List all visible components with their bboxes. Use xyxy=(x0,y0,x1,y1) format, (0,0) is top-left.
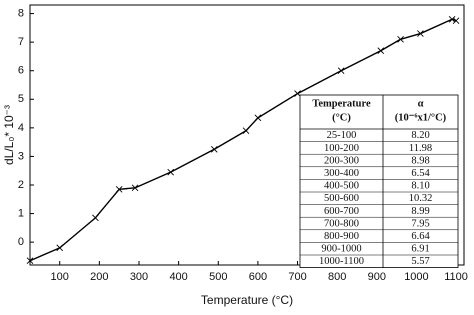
table-cell: 100-200 xyxy=(324,143,359,154)
table-cell: 25-100 xyxy=(327,130,357,141)
data-point xyxy=(167,168,175,176)
table-header: (10⁻⁶x1/°C) xyxy=(395,112,447,123)
table-cell: 8.99 xyxy=(411,206,429,217)
table-cell: 8.10 xyxy=(411,181,429,192)
table-header: α xyxy=(418,98,424,109)
table-cell: 8.98 xyxy=(411,155,429,166)
table-frame xyxy=(299,94,459,269)
table-cell: 8.20 xyxy=(411,130,429,141)
x-tick-label: 800 xyxy=(328,271,346,283)
y-tick-label: 5 xyxy=(18,93,24,105)
x-tick-label: 400 xyxy=(169,271,187,283)
data-point xyxy=(56,244,64,252)
data-point xyxy=(242,127,250,135)
x-tick-label: 900 xyxy=(368,271,386,283)
data-point xyxy=(397,35,404,43)
y-tick-label: 7 xyxy=(18,36,24,48)
plot-frame xyxy=(29,4,465,266)
y-axis-title: dL/L₀* 10⁻³ xyxy=(2,105,16,165)
data-point xyxy=(26,257,34,265)
x-tick-label: 1100 xyxy=(444,271,468,283)
table-header: (°C) xyxy=(332,112,351,123)
data-point xyxy=(448,15,456,23)
table-cell: 900-1000 xyxy=(321,244,361,255)
data-point xyxy=(254,114,262,122)
table-cell: 400-500 xyxy=(324,181,359,192)
table-cell: 500-600 xyxy=(324,193,359,204)
table-cell: 600-700 xyxy=(324,206,359,217)
y-tick-label: 0 xyxy=(18,236,24,248)
data-point xyxy=(294,90,301,97)
data-point xyxy=(337,67,345,75)
table-header: Temperature xyxy=(312,98,371,109)
y-tick-label: 4 xyxy=(18,122,24,134)
table-cell: 6.64 xyxy=(411,231,430,242)
x-tick-label: 500 xyxy=(209,271,227,283)
table-cell: 700-800 xyxy=(324,218,359,229)
x-tick-label: 300 xyxy=(130,271,148,283)
table-cell: 1000-1100 xyxy=(319,256,364,267)
data-point xyxy=(115,185,123,193)
table-cell: 7.95 xyxy=(411,218,429,229)
table-cell: 300-400 xyxy=(324,168,359,179)
x-tick-label: 1000 xyxy=(404,271,428,283)
x-tick-label: 200 xyxy=(90,271,108,283)
table-cell: 5.57 xyxy=(411,256,429,267)
data-point xyxy=(210,145,218,153)
data-point xyxy=(377,47,385,55)
y-tick-label: 3 xyxy=(18,150,24,162)
table-cell: 200-300 xyxy=(324,155,359,166)
y-tick-label: 8 xyxy=(18,7,24,19)
table-cell: 800-900 xyxy=(324,231,359,242)
data-line xyxy=(29,18,457,262)
data-point xyxy=(417,30,424,37)
y-tick-label: 6 xyxy=(18,65,24,77)
x-tick-label: 600 xyxy=(249,271,267,283)
y-tick-label: 2 xyxy=(18,179,24,191)
data-point xyxy=(92,214,99,222)
x-tick-label: 100 xyxy=(51,271,69,283)
x-tick-label: 700 xyxy=(288,271,306,283)
table-cell: 11.98 xyxy=(409,143,432,154)
table-cell: 6.54 xyxy=(411,168,430,179)
data-point xyxy=(131,184,139,192)
y-tick-label: 1 xyxy=(18,207,24,219)
x-axis-title: Temperature (°C) xyxy=(201,293,293,307)
table-cell: 6.91 xyxy=(411,244,429,255)
data-point xyxy=(452,17,460,25)
table-cell: 10.32 xyxy=(409,193,433,204)
